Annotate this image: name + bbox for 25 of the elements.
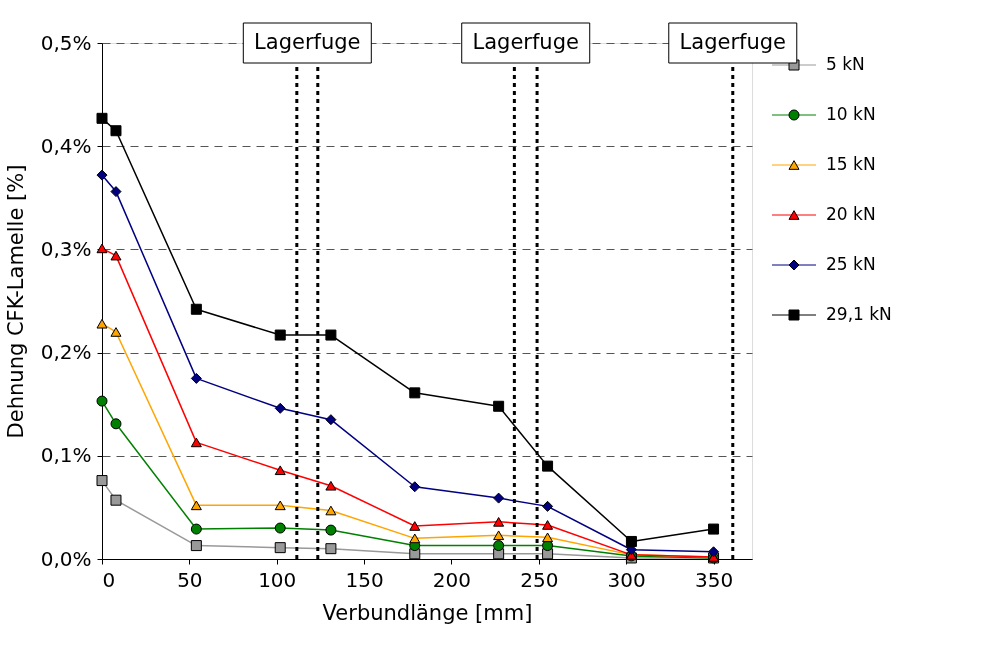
legend-label: 25 kN (826, 254, 876, 274)
x-axis-title: Verbundlänge [mm] (322, 600, 533, 625)
x-tick-label: 300 (607, 567, 646, 592)
ref-line-label: Lagerfuge (254, 30, 361, 54)
legend-label: 15 kN (826, 154, 876, 174)
y-tick-label: 0,4% (40, 133, 92, 158)
x-tick-label: 0 (102, 567, 116, 592)
y-tick-label: 0,1% (40, 443, 92, 468)
x-tick-label: 250 (520, 567, 559, 592)
x-tick-label: 200 (432, 567, 472, 592)
legend-label: 20 kN (826, 204, 876, 224)
y-tick-label: 0,2% (40, 340, 92, 365)
y-tick-label: 0,0% (40, 546, 92, 571)
x-tick-label: 100 (258, 567, 297, 592)
x-tick-label: 50 (177, 567, 203, 592)
legend-label: 29,1 kN (826, 304, 892, 324)
y-tick-label: 0,3% (40, 236, 92, 261)
x-tick-label: 150 (345, 567, 384, 592)
y-tick-label: 0,5% (40, 30, 92, 55)
legend-label: 5 kN (826, 54, 865, 74)
ref-line-label: Lagerfuge (472, 30, 579, 54)
x-tick-label: 350 (694, 567, 734, 592)
legend-label: 10 kN (826, 104, 876, 124)
y-axis-title: Dehnung CFK-Lamelle [%] (3, 164, 28, 439)
ref-line-label: Lagerfuge (679, 30, 786, 54)
